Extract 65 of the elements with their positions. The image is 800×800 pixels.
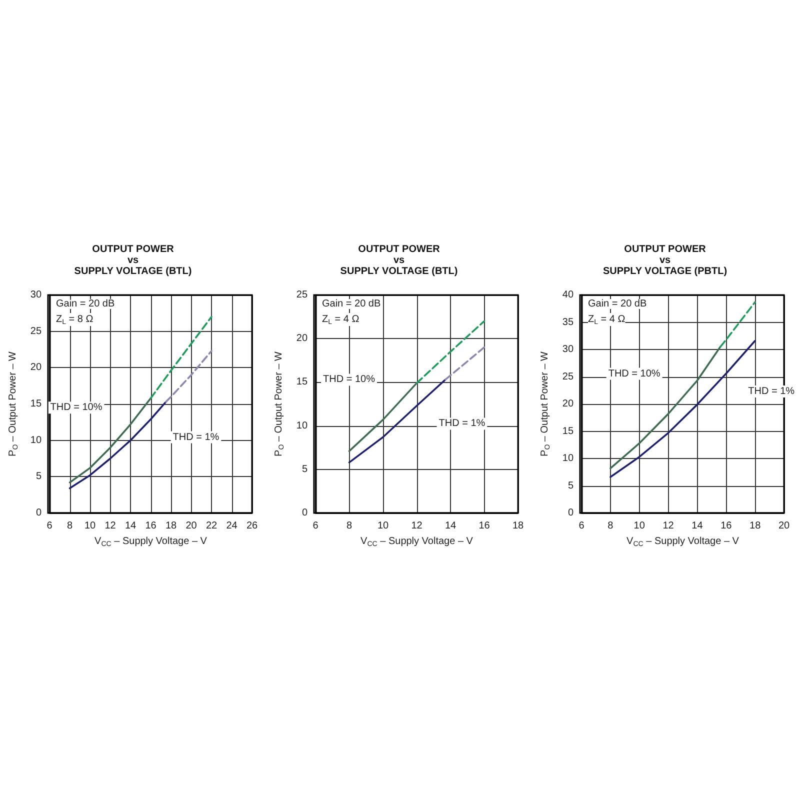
x-tick-label: 18 xyxy=(750,520,762,532)
annotation: Gain = 20 dB xyxy=(588,298,647,310)
x-tick-label: 20 xyxy=(186,520,198,532)
x-tick-label: 22 xyxy=(206,520,218,532)
x-tick-label: 6 xyxy=(578,520,585,532)
y-tick-label: 10 xyxy=(562,453,574,464)
x-tick-label: 18 xyxy=(512,520,524,532)
text: THD = 10% xyxy=(608,368,660,380)
y-tick-label: 5 xyxy=(568,480,574,492)
x-tick-label: 14 xyxy=(692,520,704,532)
y-tick-label: 30 xyxy=(562,344,574,355)
x-tick-label: 8 xyxy=(66,520,73,532)
x-tick-label: 24 xyxy=(226,520,238,532)
y-tick-label: 25 xyxy=(296,290,308,300)
line-series xyxy=(68,397,152,484)
y-tick-label: 25 xyxy=(562,371,574,382)
x-tick-label: 12 xyxy=(411,520,423,532)
y-tick-label: 10 xyxy=(30,434,42,446)
text: THD = 1% xyxy=(172,432,220,443)
x-tick-label: 26 xyxy=(246,520,258,532)
y-tick-label: 5 xyxy=(302,464,308,475)
y-tick-label: 0 xyxy=(302,508,308,518)
x-tick-label: 10 xyxy=(377,520,390,532)
y-tick-label: 10 xyxy=(296,420,308,432)
x-tick-label: 18 xyxy=(165,520,178,532)
x-tick-label: 16 xyxy=(145,520,157,532)
y-tick-label: 30 xyxy=(30,290,42,300)
line-series xyxy=(165,350,212,403)
chart-title: OUTPUT POWER vs SUPPLY VOLTAGE (PBTL) xyxy=(602,244,728,277)
y-tick-label: 40 xyxy=(562,290,574,300)
chart-title: OUTPUT POWER vs SUPPLY VOLTAGE (BTL) xyxy=(340,244,458,277)
line-series xyxy=(68,400,167,490)
x-tick-label: 10 xyxy=(634,520,646,532)
y-tick-label: 15 xyxy=(296,376,308,388)
x-tick-label: 10 xyxy=(84,520,96,532)
y-tick-label: 5 xyxy=(36,471,42,482)
x-tick-label: 8 xyxy=(608,520,614,532)
x-tick-label: 20 xyxy=(778,520,790,532)
text: THD = 1% xyxy=(438,418,486,430)
text: THD = 1% xyxy=(748,386,795,397)
y-tick-label: 0 xyxy=(568,508,574,518)
y-tick-label: 0 xyxy=(36,508,42,518)
x-tick-label: 12 xyxy=(104,520,116,532)
x-tick-label: 14 xyxy=(444,520,457,532)
text: THD = 10% xyxy=(323,374,376,386)
x-tick-label: 6 xyxy=(312,520,319,532)
y-tick-label: 35 xyxy=(562,316,574,328)
line-series xyxy=(150,316,212,400)
annotation: Gain = 20 dB xyxy=(322,298,381,310)
text: THD = 10% xyxy=(50,402,102,414)
y-tick-label: 15 xyxy=(562,426,574,437)
x-tick-label: 12 xyxy=(662,520,674,532)
y-tick-label: 15 xyxy=(30,398,42,410)
y-tick-label: 20 xyxy=(296,333,308,344)
y-tick-label: 20 xyxy=(562,398,574,410)
x-tick-label: 16 xyxy=(478,520,490,532)
y-tick-label: 25 xyxy=(30,326,42,337)
chart-title: OUTPUT POWER vs SUPPLY VOLTAGE (BTL) xyxy=(74,244,192,277)
annotation: Gain = 20 dB xyxy=(56,298,115,310)
y-tick-label: 20 xyxy=(30,362,42,374)
x-tick-label: 6 xyxy=(46,520,53,532)
x-tick-label: 16 xyxy=(720,520,732,532)
x-tick-label: 8 xyxy=(346,520,352,532)
line-series xyxy=(610,346,722,470)
x-tick-label: 14 xyxy=(124,520,137,532)
